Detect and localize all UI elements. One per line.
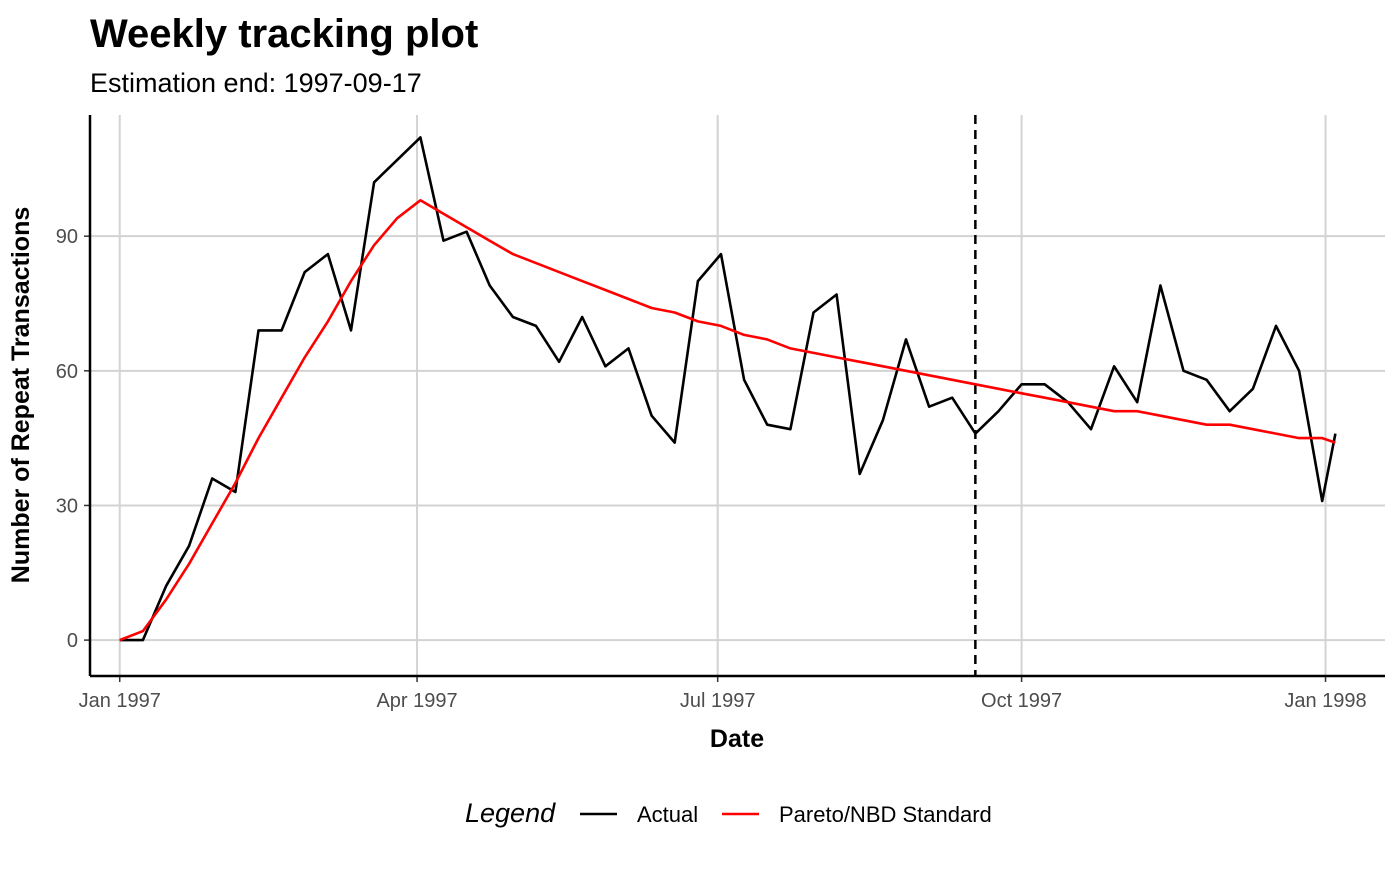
x-tick-label: Jan 1997 [79,690,161,712]
series-lines [119,136,1337,642]
x-tick-label: Apr 1997 [376,690,457,712]
chart-subtitle: Estimation end: 1997-09-17 [90,68,422,98]
tick-labels: 0 30 60 90 Jan 1997 Apr 1997 Jul 1997 Oct 1997 J… [56,226,1367,712]
series-line-actual [119,136,1337,642]
y-axis-title: Number of Repeat Transactions [7,207,35,583]
x-tick-label: Oct 1997 [981,690,1062,712]
y-tick-label: 0 [67,630,78,652]
legend: Legend Actual Pareto/NBD Standard [465,798,992,828]
axes [84,115,1385,682]
legend-label-actual: Actual [637,802,698,827]
x-tick-label: Jul 1997 [680,690,756,712]
chart-title: Weekly tracking plot [90,12,478,56]
x-axis-title: Date [710,725,764,753]
y-tick-label: 90 [56,226,78,248]
y-tick-label: 30 [56,495,78,517]
grid-lines [90,115,1385,676]
series-line-pareto-nbd [119,199,1336,642]
x-tick-label: Jan 1998 [1284,690,1366,712]
legend-label-model: Pareto/NBD Standard [779,802,992,827]
y-tick-label: 60 [56,361,78,383]
legend-title: Legend [465,798,556,828]
